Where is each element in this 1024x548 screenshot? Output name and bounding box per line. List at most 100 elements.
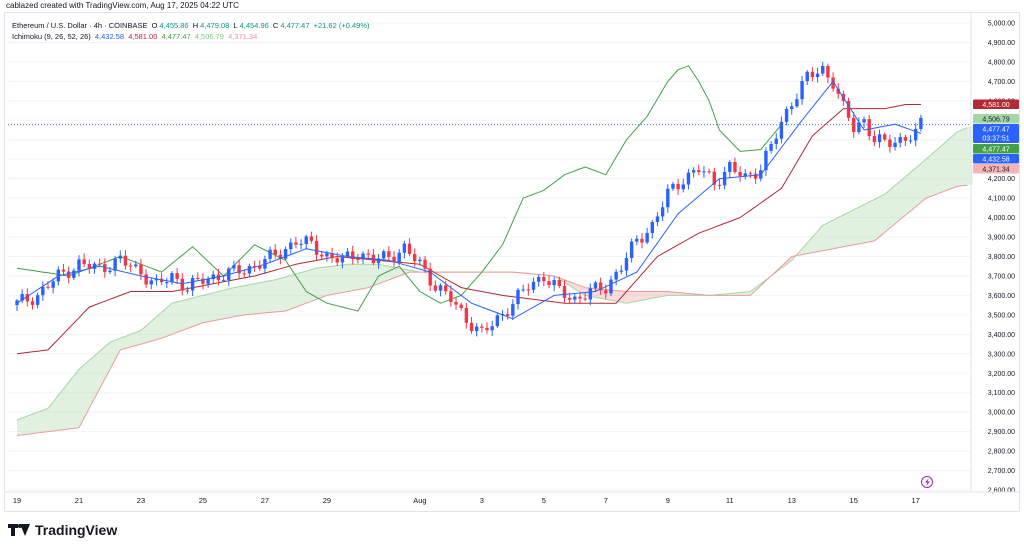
time-axis: 19 21 23 25 27 29 Aug 3 5 7 9 11 13 15 17 (5, 491, 1021, 505)
candle-body (128, 265, 133, 267)
candle (485, 322, 489, 334)
candle-body (728, 162, 732, 172)
candle (196, 272, 200, 281)
candle (671, 182, 675, 191)
cloud-segment (864, 202, 870, 243)
candle (650, 219, 654, 239)
cloud-segment (750, 287, 756, 296)
time-tick-label: 9 (666, 496, 670, 505)
cloud-segment (853, 207, 859, 245)
price-tick-label: 3,100.00 (988, 390, 1015, 397)
lightning-icon[interactable] (921, 476, 933, 488)
price-tick-label: 3,200.00 (988, 371, 1015, 378)
candle-body (376, 258, 381, 264)
candle-body (908, 140, 913, 142)
candle (356, 253, 360, 264)
candle (397, 248, 401, 266)
candle (170, 271, 174, 285)
candle-body (206, 279, 210, 284)
candle (180, 273, 184, 296)
candle-body (779, 121, 784, 139)
candle-body (159, 278, 164, 283)
cloud-segment (951, 131, 958, 189)
high-label: H (192, 21, 199, 30)
candle-body (635, 238, 639, 242)
cloud-segment (900, 176, 906, 220)
candle-body (289, 242, 293, 250)
candle-body (629, 241, 634, 258)
candle-body (573, 296, 577, 300)
candle-body (242, 273, 246, 275)
price-tick-label: 3,600.00 (988, 293, 1015, 300)
candle (299, 239, 303, 250)
cloud-segment (166, 303, 172, 337)
cloud-segment (347, 264, 353, 292)
candle-body (495, 315, 500, 327)
cloud-segment (32, 412, 38, 434)
candle (645, 227, 649, 245)
candle (505, 308, 510, 320)
candle-body (51, 281, 55, 288)
cloud-segment (84, 360, 90, 419)
candle (320, 250, 324, 260)
candle (743, 169, 747, 180)
candle (531, 277, 536, 293)
price-badge: 4,477.47 03:37:51 (973, 123, 1019, 143)
candle-body (87, 264, 92, 269)
price-tick-label: 4,200.00 (988, 176, 1015, 183)
candle-body (123, 255, 128, 266)
cloud-segment (130, 332, 136, 347)
candle-body (872, 136, 877, 143)
candle-body (712, 171, 716, 185)
cloud-segment (78, 364, 85, 428)
candle (330, 248, 334, 263)
candle-body (211, 274, 215, 280)
candle (877, 129, 882, 148)
candle (51, 278, 55, 294)
symbol-name[interactable]: Ethereum / U.S. Dollar · 4h · COINBASE (12, 21, 148, 30)
price-chart[interactable]: 5,000.004,900.004,800.004,700.004,600.00… (5, 13, 1021, 513)
cloud-segment (197, 295, 203, 325)
candle (371, 248, 376, 266)
candle (495, 312, 500, 328)
cloud-segment (89, 355, 95, 409)
candle-body (175, 273, 179, 279)
candle-body (433, 285, 438, 291)
candle (516, 288, 520, 310)
candle-body (490, 326, 494, 331)
candle (852, 112, 856, 138)
chart-frame[interactable]: 5,000.004,900.004,800.004,700.004,600.00… (4, 12, 1021, 513)
cloud-segment (213, 291, 219, 321)
candle-body (25, 294, 30, 302)
candle-body (609, 279, 613, 294)
indicator-name[interactable]: Ichimoku (9, 26, 52, 26) (12, 32, 91, 41)
candle-body (30, 301, 35, 305)
time-tick-label: 27 (261, 496, 269, 505)
price-tick-label: 3,800.00 (988, 254, 1015, 261)
cloud-segment (228, 287, 234, 318)
candle-body (402, 243, 407, 253)
cloud-segment (889, 185, 896, 229)
cloud-segment (373, 264, 379, 286)
cloud-segment (342, 264, 348, 293)
candle-body (826, 65, 830, 78)
candle-body (888, 139, 892, 148)
cloud-segment (574, 283, 580, 293)
candle-body (598, 282, 603, 291)
candle-body (671, 183, 675, 189)
cloud-segment (957, 129, 963, 187)
candle-body (474, 326, 479, 332)
lagging-line (16, 65, 782, 312)
candle-body (666, 188, 670, 208)
time-tick-label: 7 (604, 496, 608, 505)
cloud-segment (321, 266, 327, 298)
tradingview-brand: TradingView (8, 520, 117, 540)
candle-body (702, 171, 706, 173)
cloud-segment (182, 299, 188, 331)
brand-name: TradingView (35, 522, 118, 538)
price-grid (8, 22, 971, 491)
candle (376, 253, 381, 269)
candle (908, 135, 913, 144)
candle-body (536, 277, 541, 282)
candle (624, 252, 629, 276)
